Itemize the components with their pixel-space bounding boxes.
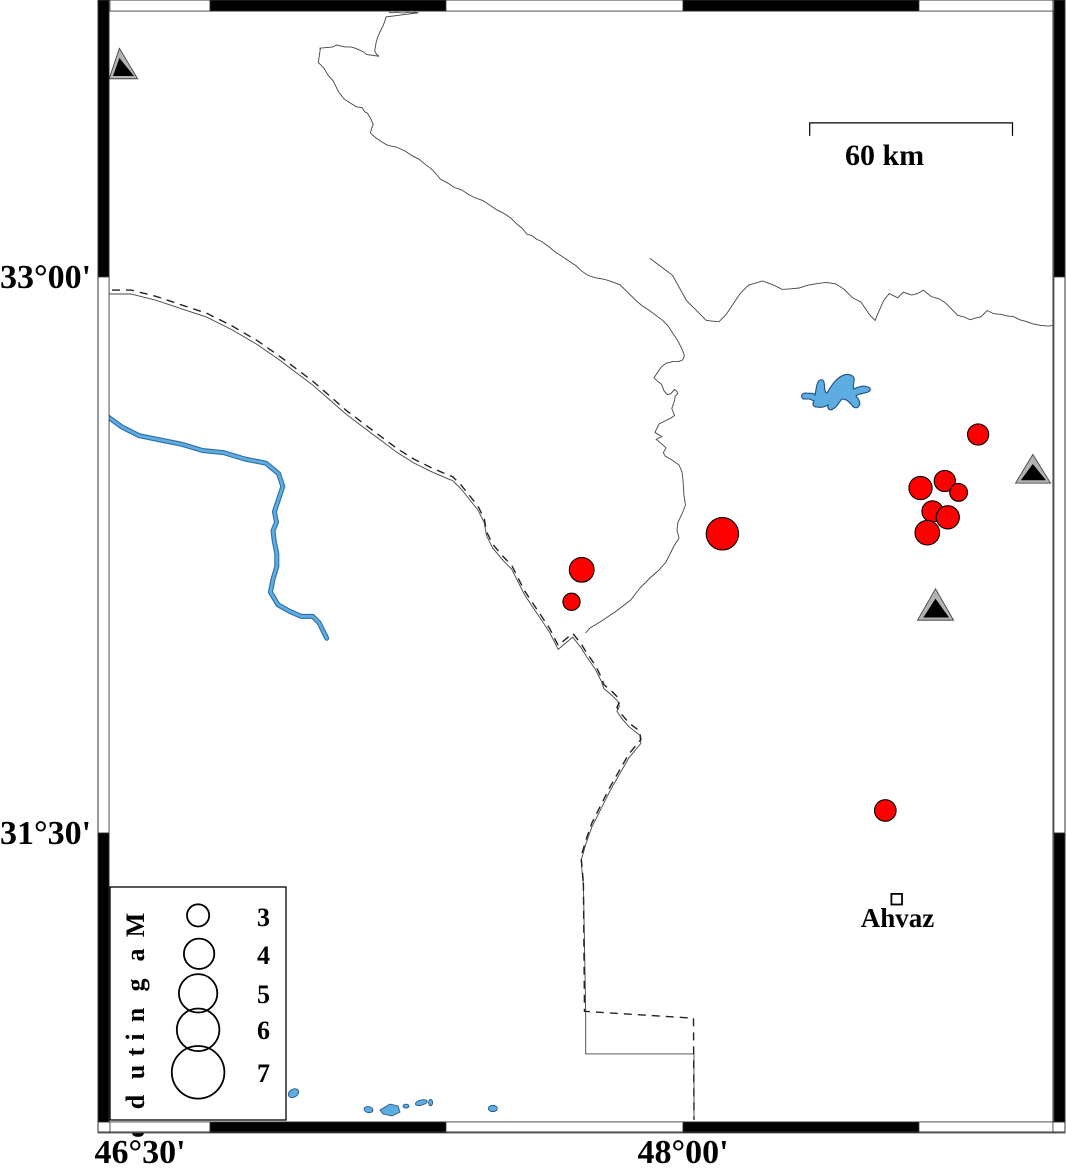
svg-text:5: 5 (257, 980, 270, 1009)
svg-text:a: a (121, 949, 150, 962)
svg-text:4: 4 (257, 941, 270, 970)
svg-text:i: i (121, 1033, 150, 1040)
svg-text:3: 3 (257, 903, 270, 932)
svg-text:g: g (121, 979, 150, 992)
svg-text:7: 7 (257, 1059, 270, 1088)
svg-text:31°30': 31°30' (0, 815, 91, 852)
svg-text:60 km: 60 km (845, 139, 924, 172)
svg-text:48°00': 48°00' (637, 1134, 728, 1171)
svg-text:33°00': 33°00' (0, 259, 91, 296)
svg-text:6: 6 (257, 1016, 270, 1045)
svg-text:t: t (121, 1047, 150, 1056)
svg-text:n: n (121, 1007, 150, 1022)
svg-text:Ahvaz: Ahvaz (861, 903, 935, 933)
svg-text:M: M (121, 913, 150, 938)
svg-text:d: d (121, 1094, 150, 1109)
svg-text:u: u (121, 1065, 150, 1079)
svg-text:46°30': 46°30' (94, 1134, 185, 1171)
